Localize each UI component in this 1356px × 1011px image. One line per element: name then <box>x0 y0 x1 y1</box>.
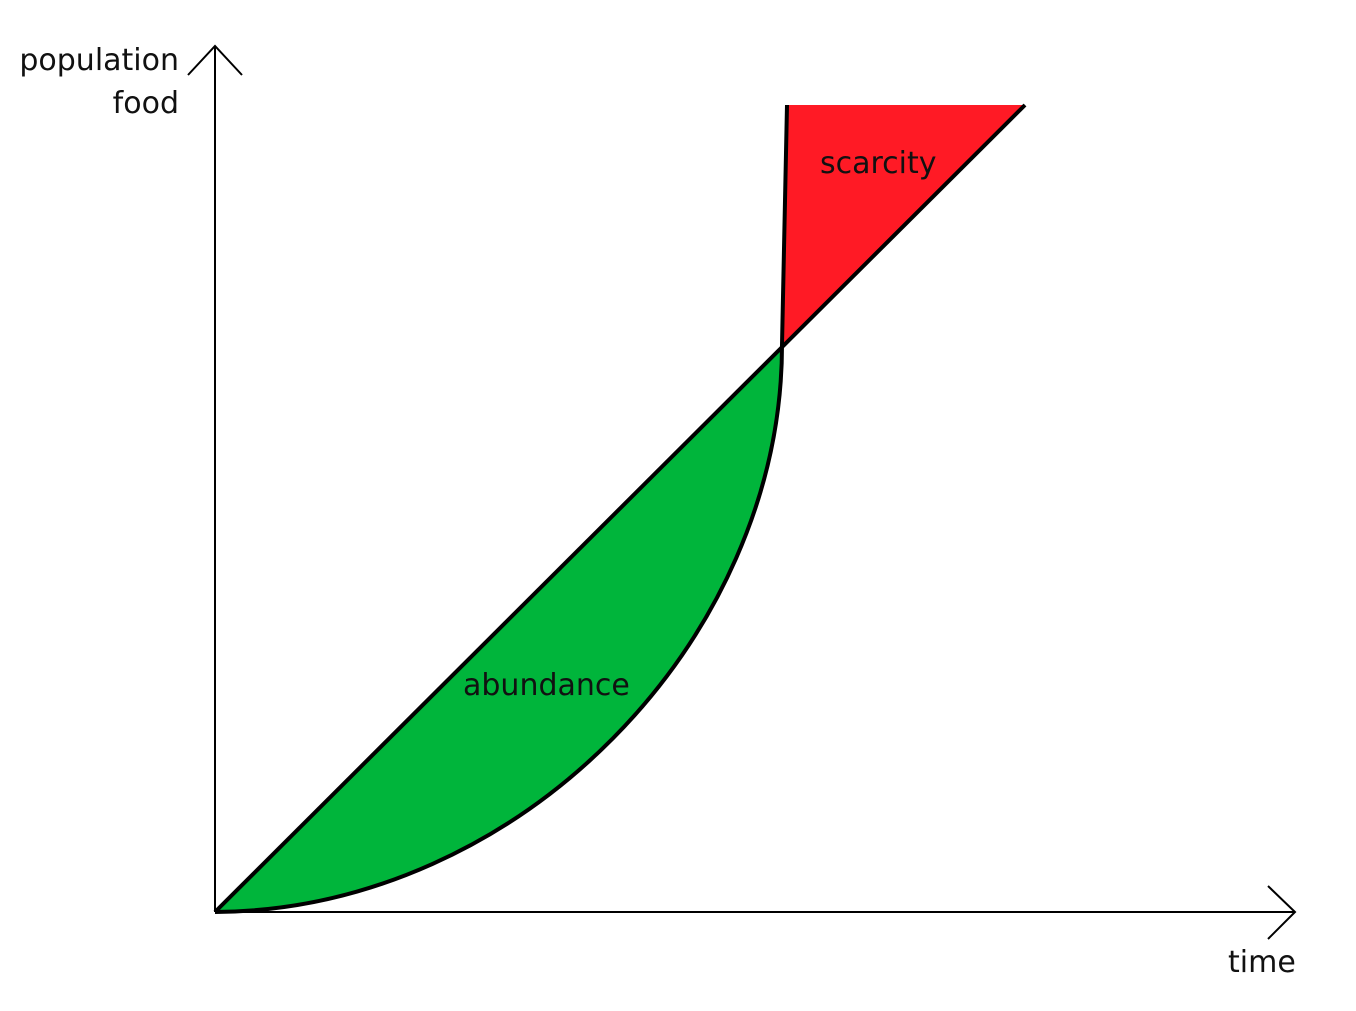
x-axis-label: time <box>1228 945 1296 980</box>
scarcity-label: scarcity <box>820 146 937 181</box>
y-axis-label-population: population <box>19 43 179 78</box>
x-axis-arrow-icon <box>1267 885 1297 940</box>
y-axis-label-food: food <box>112 86 179 121</box>
abundance-label: abundance <box>463 668 630 703</box>
y-axis-arrow-icon <box>187 44 243 76</box>
population-curve <box>214 104 789 914</box>
food-line <box>213 103 1027 914</box>
